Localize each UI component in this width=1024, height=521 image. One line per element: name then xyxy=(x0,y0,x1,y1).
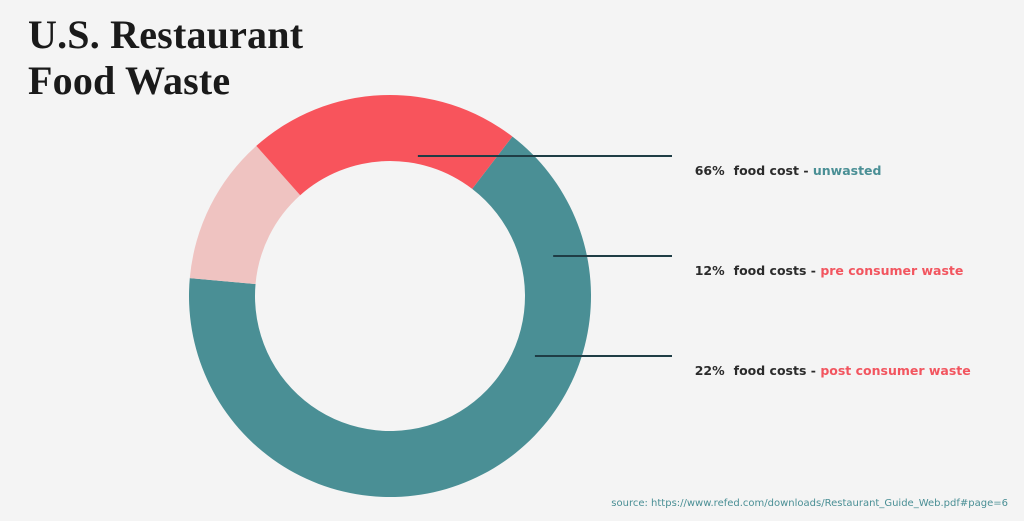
slice-unwasted xyxy=(188,136,591,497)
annotation-unwasted: 66% food cost - unwasted xyxy=(686,148,882,178)
annotation-unwasted-category: unwasted xyxy=(812,163,882,178)
chart-title: U.S. Restaurant Food Waste xyxy=(28,12,303,104)
annotation-post-consumer-waste-pct: 22% xyxy=(694,363,725,378)
annotation-pre-consumer-waste-text: food costs - xyxy=(733,263,821,278)
chart-title-line-2: Food Waste xyxy=(28,58,231,103)
donut-slices xyxy=(188,94,591,497)
annotation-post-consumer-waste: 22% food costs - post consumer waste xyxy=(686,348,971,378)
annotation-post-consumer-waste-text: food costs - xyxy=(733,363,821,378)
annotation-pre-consumer-waste-category: pre consumer waste xyxy=(820,263,964,278)
annotation-pre-consumer-waste-pct: 12% xyxy=(694,263,725,278)
chart-title-line-1: U.S. Restaurant xyxy=(28,12,304,57)
annotation-unwasted-text: food cost - xyxy=(733,163,813,178)
annotation-pre-consumer-waste: 12% food costs - pre consumer waste xyxy=(686,248,964,278)
leader-lines xyxy=(417,155,672,357)
source-citation: source: https://www.refed.com/downloads/… xyxy=(611,498,1008,509)
slice-post-consumer-waste xyxy=(256,94,513,196)
annotation-unwasted-pct: 66% xyxy=(694,163,725,178)
slice-pre-consumer-waste xyxy=(189,145,301,284)
annotation-post-consumer-waste-category: post consumer waste xyxy=(820,363,971,378)
